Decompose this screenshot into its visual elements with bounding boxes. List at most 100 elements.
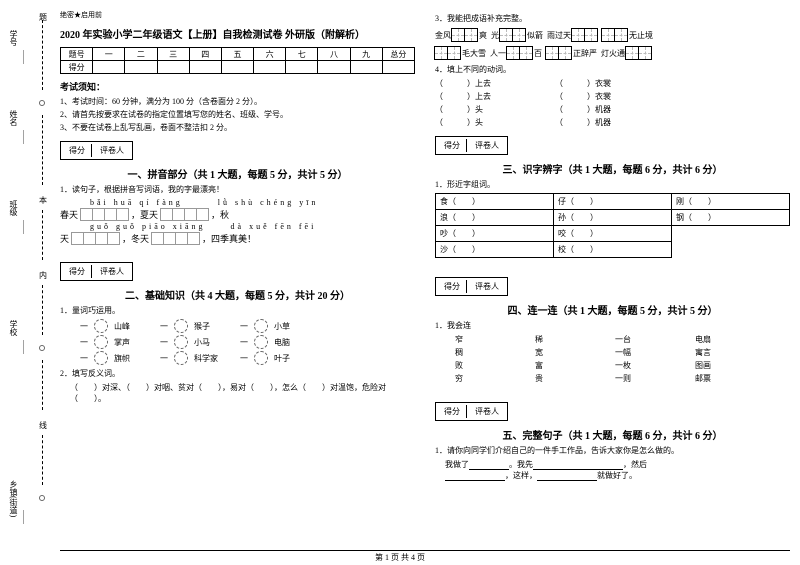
score-box: 得分 评卷人	[60, 141, 133, 160]
dash-line	[42, 285, 43, 335]
score-cell[interactable]	[157, 61, 189, 74]
lian-row: 稠宽一幅寓言	[455, 347, 790, 358]
score-label: 得分	[438, 405, 467, 418]
idiom-box[interactable]	[435, 46, 461, 60]
match-prefix: 一	[160, 353, 168, 364]
char-grid[interactable]	[160, 208, 209, 221]
verb-row: （ ）上去（ ）衣裳	[435, 91, 790, 102]
zixing-cell: 沙（ ）	[436, 242, 554, 258]
marker-label: 题	[39, 12, 47, 23]
score-header-cell: 四	[189, 48, 221, 61]
section-2-title: 二、基础知识（共 4 大题，每题 5 分，共计 20 分）	[60, 287, 415, 302]
idiom-box[interactable]	[572, 28, 598, 42]
lian-item: 穷	[455, 373, 495, 384]
score-label: 得分	[438, 280, 467, 293]
lian-item: 稠	[455, 347, 495, 358]
gear-icon	[94, 351, 108, 365]
sidebar-label-id: 学号	[8, 30, 19, 46]
match-prefix: 一	[80, 321, 88, 332]
zixing-cell: 校（ ）	[554, 242, 672, 258]
gear-icon	[254, 319, 268, 333]
idiom-box[interactable]	[452, 28, 478, 42]
sidebar-label-class: 班级	[8, 200, 19, 216]
dash-line	[42, 435, 43, 485]
sentence-fill: 我做了。我先，然后 ，这样，就做好了。	[445, 459, 790, 481]
exam-title: 2020 年实验小学二年级语文【上册】自我检测试卷 外研版（附解析）	[60, 26, 415, 41]
notice-line: 2、请首先按要求在试卷的指定位置填写您的姓名、班级、学号。	[60, 109, 415, 120]
fill-text: （ ）对深、（ ）对咽、贫对（ ），易对（ ），怎么（ ）对温饱，危险对（ ）。	[70, 382, 415, 404]
grid-label: 天	[60, 232, 69, 245]
zixing-cell: 孙（ ）	[554, 210, 672, 226]
dash-line	[42, 210, 43, 260]
verb-item: （ ）上去	[435, 91, 555, 102]
match-row: 一旗帜一科学家一叶子	[80, 351, 415, 365]
notice-line: 3、不要在试卷上乱写乱画，卷面不整洁扣 2 分。	[60, 122, 415, 133]
score-cell[interactable]	[189, 61, 221, 74]
lian-item: 一幅	[615, 347, 655, 358]
idiom-text: 毛大雪	[462, 48, 486, 59]
idiom-item: 灯火通	[601, 46, 652, 60]
idiom-box[interactable]	[507, 46, 533, 60]
score-box: 得分 评卷人	[435, 402, 508, 421]
grid-label: ，四季真美！	[202, 232, 256, 245]
grader-label: 评卷人	[94, 265, 130, 278]
section-5-title: 五、完整句子（共 1 大题，每题 6 分，共计 6 分）	[435, 427, 790, 442]
gear-icon	[174, 351, 188, 365]
score-cell[interactable]	[318, 61, 350, 74]
idiom-box[interactable]	[546, 46, 572, 60]
match-item: 掌声	[114, 337, 154, 348]
grid-label: ，夏天	[131, 208, 158, 221]
char-grid[interactable]	[80, 208, 129, 221]
notice-line: 1、考试时间：60 分钟，满分为 100 分（含卷面分 2 分）。	[60, 96, 415, 107]
idiom-box[interactable]	[626, 46, 652, 60]
gear-icon	[174, 335, 188, 349]
gear-icon	[94, 319, 108, 333]
idiom-text: 雨过天	[547, 30, 571, 41]
idiom-item: 人一百	[490, 46, 542, 60]
score-cell[interactable]	[382, 61, 414, 74]
right-column: 3．我能把成语补充完整。 金风爽光似箭雨过天无止境 毛大雪人一百正辞严灯火通 4…	[435, 10, 790, 540]
idiom-box[interactable]	[602, 28, 628, 42]
question-text: 4．填上不同的动词。	[435, 64, 790, 75]
dash-line	[42, 115, 43, 185]
score-cell[interactable]	[221, 61, 253, 74]
sidebar-label-name: 姓名	[8, 110, 19, 126]
verb-item: （ ）上去	[435, 78, 555, 89]
lian-item: 图画	[695, 360, 735, 371]
match-prefix: 一	[240, 353, 248, 364]
idiom-item: 正辞严	[546, 46, 597, 60]
gear-icon	[174, 319, 188, 333]
char-grid[interactable]	[151, 232, 200, 245]
grader-label: 评卷人	[469, 280, 505, 293]
score-cell[interactable]	[350, 61, 382, 74]
lian-row: 败富一枚图画	[455, 360, 790, 371]
score-box: 得分 评卷人	[435, 277, 508, 296]
grader-label: 评卷人	[94, 144, 130, 157]
score-cell[interactable]	[254, 61, 286, 74]
match-prefix: 一	[80, 353, 88, 364]
zixing-cell: 钢（ ）	[672, 210, 790, 226]
score-cell[interactable]	[125, 61, 157, 74]
score-header-cell: 题号	[61, 48, 93, 61]
grader-label: 评卷人	[469, 405, 505, 418]
match-prefix: 一	[160, 321, 168, 332]
lian-item: 电扇	[695, 334, 735, 345]
verb-item: （ ）头	[435, 117, 555, 128]
zixing-cell: 食（ ）	[436, 194, 554, 210]
lian-item: 一台	[615, 334, 655, 345]
idiom-box[interactable]	[500, 28, 526, 42]
grader-label: 评卷人	[469, 139, 505, 152]
verb-row: （ ）头（ ）机器	[435, 117, 790, 128]
char-grid[interactable]	[71, 232, 120, 245]
match-prefix: 一	[240, 321, 248, 332]
verb-item: （ ）衣裳	[555, 78, 675, 89]
sidebar-blank: ____	[22, 220, 30, 234]
score-cell[interactable]	[93, 61, 125, 74]
lian-row: 穷贵一则邮票	[455, 373, 790, 384]
score-cell[interactable]	[286, 61, 318, 74]
marker-label: 本	[39, 195, 47, 206]
score-header-cell: 八	[318, 48, 350, 61]
dash-line	[42, 360, 43, 410]
sidebar-blank: ____	[22, 50, 30, 64]
marker-label: 内	[39, 270, 47, 281]
